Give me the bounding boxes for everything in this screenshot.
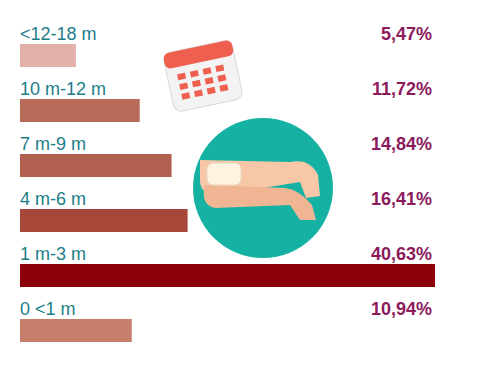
data-label: 10,94% xyxy=(371,299,432,319)
calendar-cell xyxy=(207,87,216,95)
category-labels: <12-18 m 10 m-12 m 7 m-9 m 4 m-6 m 1 m-3 m 0 … xyxy=(20,24,106,319)
data-label: 11,72% xyxy=(372,79,432,99)
bar xyxy=(20,99,140,122)
bar xyxy=(20,209,188,232)
calendar-cell xyxy=(177,73,186,81)
calendar-cell xyxy=(194,90,203,98)
tick-label: <12-18 m xyxy=(20,24,97,44)
calendar-cell xyxy=(192,80,201,88)
calendar-cell xyxy=(181,92,190,100)
data-label: 5,47% xyxy=(381,24,432,44)
leg-icon xyxy=(200,160,320,220)
illustration xyxy=(163,39,333,258)
calendar-cell xyxy=(215,65,224,73)
bar xyxy=(20,319,132,342)
bars xyxy=(20,44,435,342)
data-label: 16,41% xyxy=(371,189,432,209)
calendar-cell xyxy=(179,82,188,90)
calendar-cell xyxy=(205,77,214,85)
chart: <12-18 m 10 m-12 m 7 m-9 m 4 m-6 m 1 m-3 m 0 … xyxy=(0,0,478,372)
bandage xyxy=(207,163,241,185)
calendar-icon xyxy=(163,39,244,112)
illustration-circle xyxy=(193,118,333,258)
data-labels: 5,47% 11,72% 14,84% 16,41% 40,63% 10,94% xyxy=(371,24,432,319)
leg xyxy=(204,185,316,220)
bar xyxy=(20,154,172,177)
bar xyxy=(20,44,76,67)
calendar-cell xyxy=(203,67,212,75)
data-label: 40,63% xyxy=(371,244,432,264)
tick-label: 7 m-9 m xyxy=(20,134,86,154)
calendar-cell xyxy=(217,74,226,82)
tick-label: 1 m-3 m xyxy=(20,244,86,264)
tick-label: 4 m-6 m xyxy=(20,189,86,209)
calendar-body xyxy=(163,39,244,112)
calendar-cell xyxy=(190,70,199,78)
calendar-cell xyxy=(219,84,228,92)
calendar-top xyxy=(163,39,235,69)
tick-label: 0 <1 m xyxy=(20,299,76,319)
bar xyxy=(20,264,435,287)
tick-label: 10 m-12 m xyxy=(20,79,106,99)
data-label: 14,84% xyxy=(371,134,432,154)
